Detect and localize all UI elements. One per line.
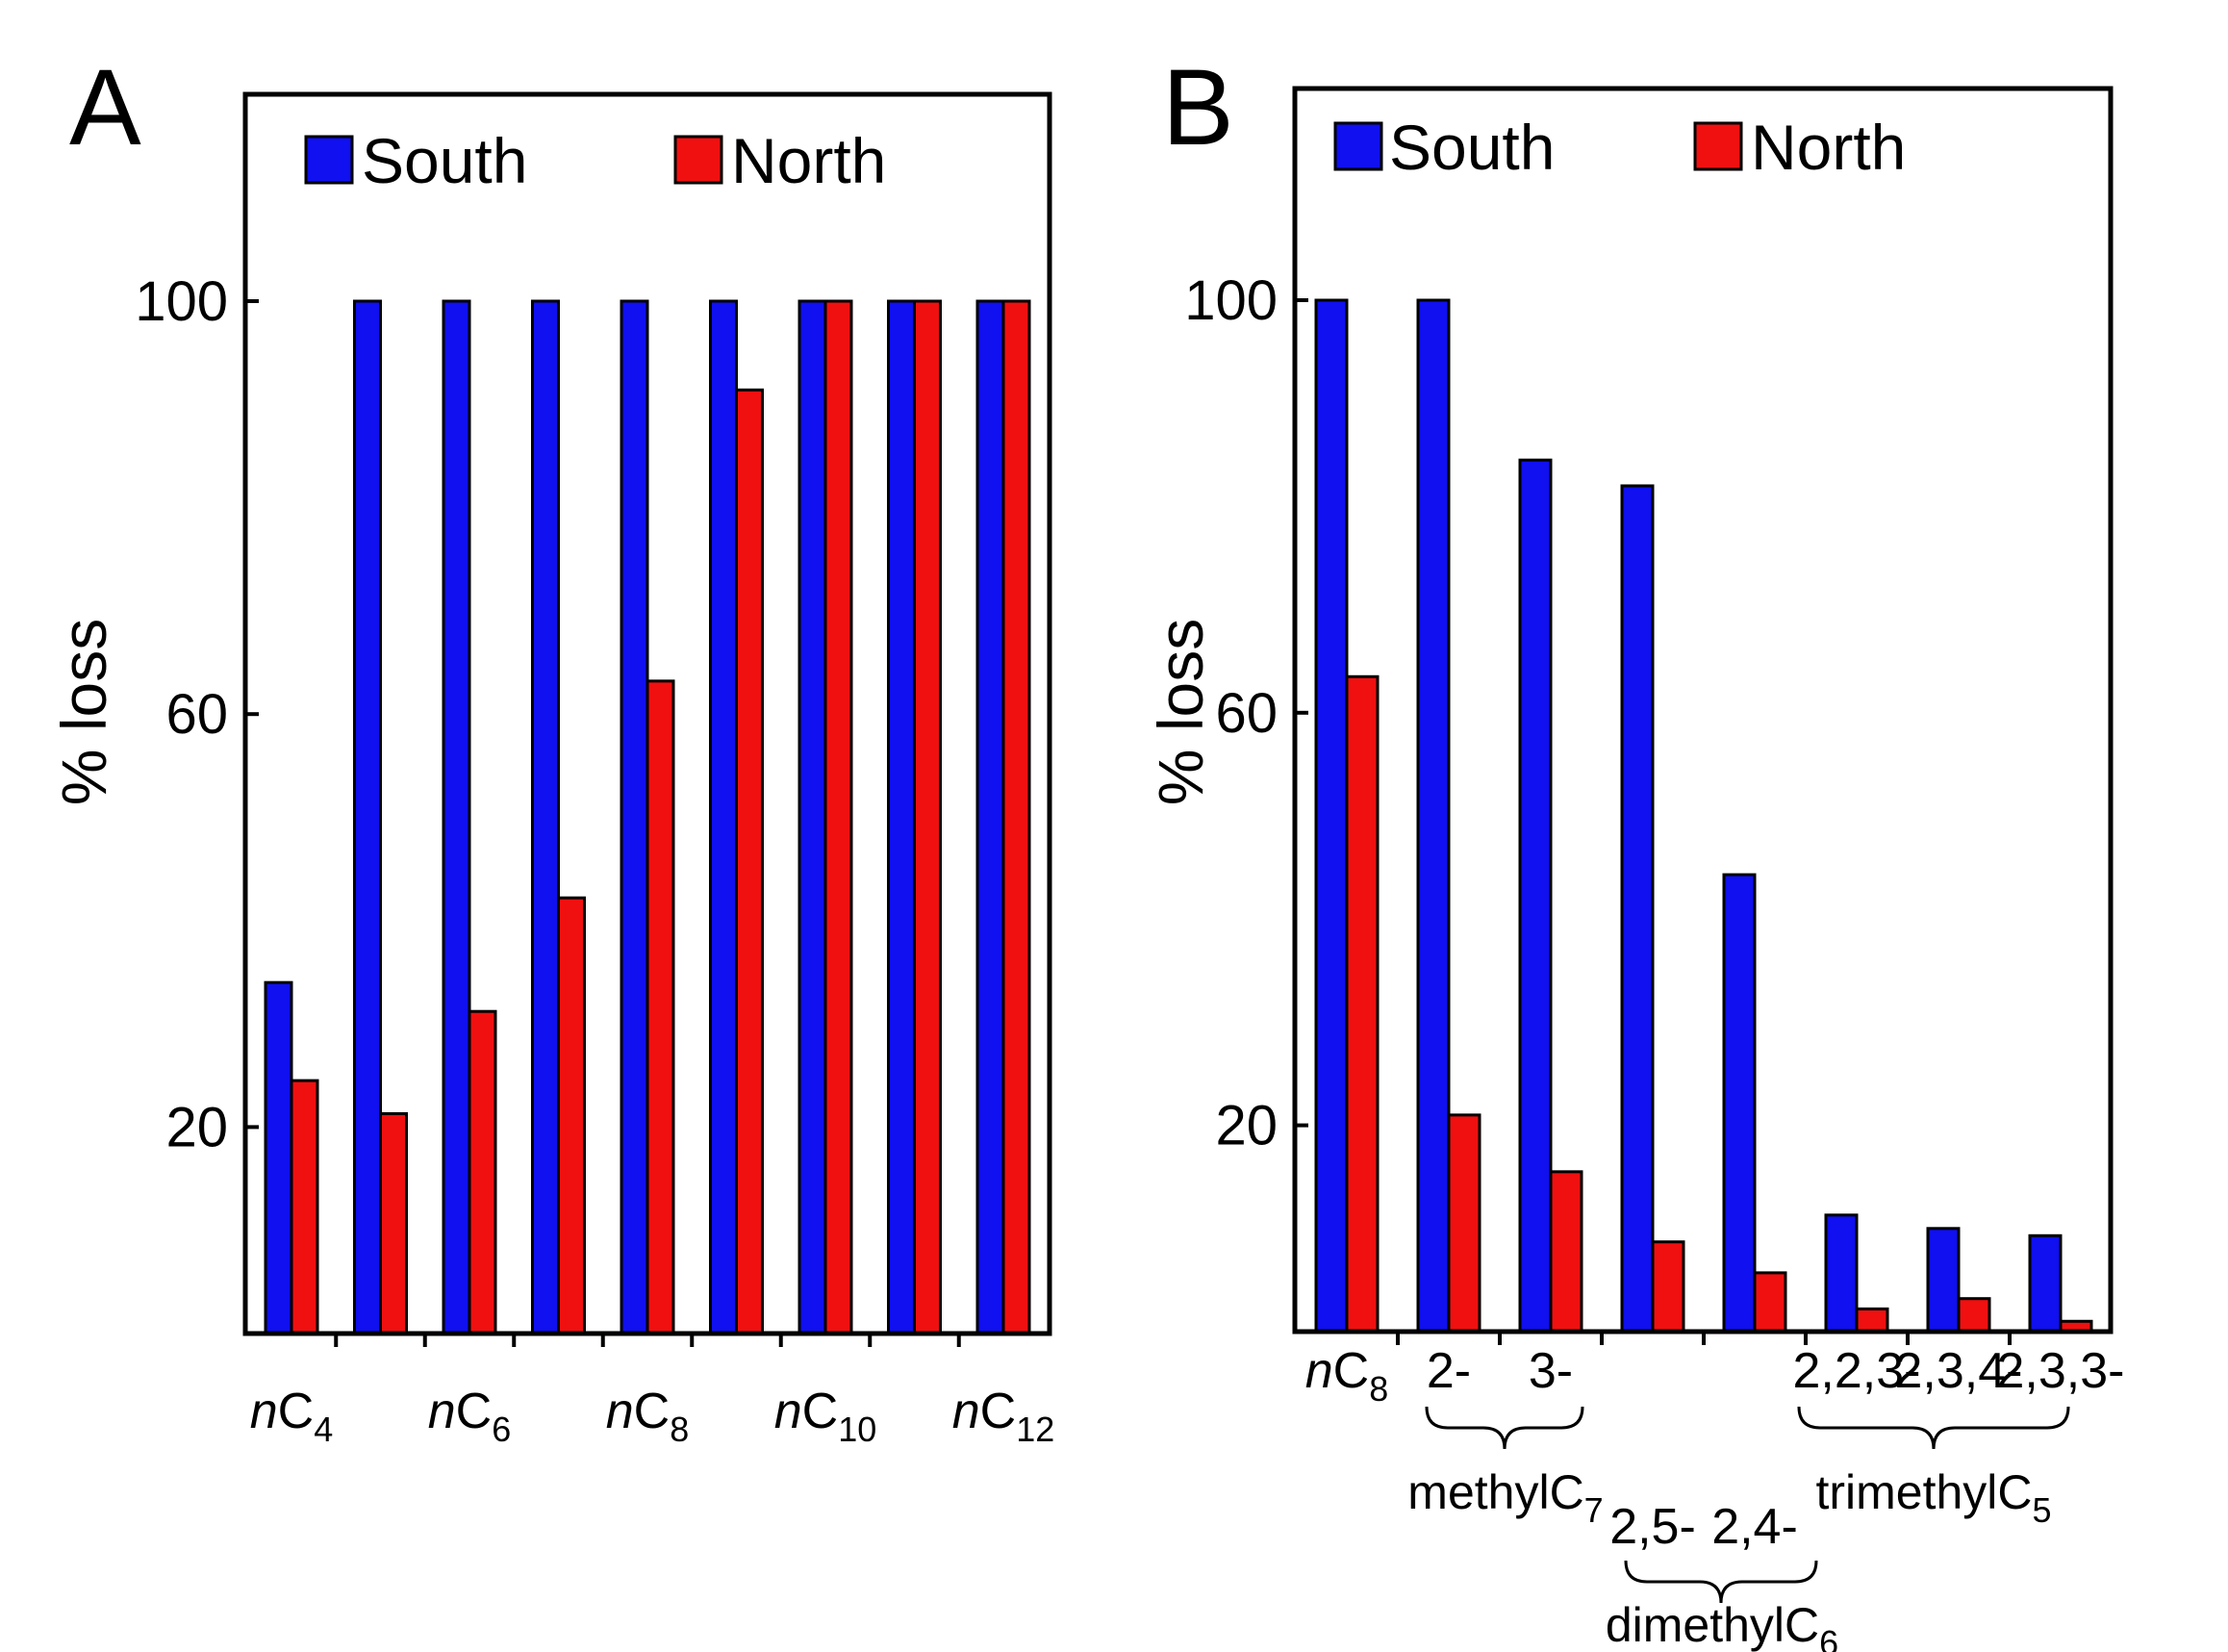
group-label-dimethyl: dimethylC6 xyxy=(1606,1598,1838,1652)
brace-dimethyl xyxy=(1624,1560,1818,1604)
category-label-C12: nC12 xyxy=(952,1384,1055,1449)
bar-south-0 xyxy=(264,980,293,1335)
category-label-C10: nC10 xyxy=(774,1384,877,1449)
bar-north-4 xyxy=(1753,1271,1787,1334)
y-tick-label-60: 60 xyxy=(165,683,228,746)
category-label-0: nC8 xyxy=(1305,1343,1389,1409)
panel-a-x-ticks xyxy=(334,1334,961,1347)
bar-south-5 xyxy=(709,299,738,1335)
y-tick-label-20: 20 xyxy=(165,1096,228,1158)
category-label-1: 2- xyxy=(1427,1343,1471,1399)
panel-b: B 20 60 100 South North % loss nC8 2- 3- 2,5-… xyxy=(1145,47,2124,1652)
bar-south-0 xyxy=(1314,298,1349,1334)
bar-south-7 xyxy=(887,299,916,1335)
group-label-methyl: methylC7 xyxy=(1407,1465,1603,1530)
bar-north-3 xyxy=(1651,1240,1685,1334)
panel-a-legend: South North xyxy=(304,125,886,196)
bar-south-2 xyxy=(1518,458,1553,1334)
legend-swatch-south xyxy=(304,135,354,185)
bar-north-1 xyxy=(1447,1113,1481,1334)
bar-north-7 xyxy=(913,299,942,1335)
bar-north-2 xyxy=(468,1009,497,1335)
legend-label-north: North xyxy=(1751,112,1906,183)
brace-trimethyl xyxy=(1797,1406,2070,1450)
bar-south-7 xyxy=(2028,1233,2063,1334)
bar-south-3 xyxy=(1620,484,1655,1334)
bar-south-1 xyxy=(353,299,382,1335)
category-label-C6: nC6 xyxy=(428,1384,512,1449)
panel-a-y-axis: 20 60 100 xyxy=(135,270,259,1158)
bar-north-5 xyxy=(1855,1307,1889,1334)
panel-b-legend: South North xyxy=(1333,112,1906,183)
bar-south-2 xyxy=(442,299,471,1335)
bar-south-4 xyxy=(1722,873,1757,1334)
legend-label-south: South xyxy=(362,125,527,196)
panel-b-group-braces: methylC7 dimethylC6 trimethylC5 xyxy=(1407,1406,2070,1652)
legend-swatch-south xyxy=(1333,121,1383,171)
y-tick-label-20: 20 xyxy=(1215,1095,1278,1157)
bar-south-6 xyxy=(798,299,827,1335)
panel-a-category-labels: nC4 nC6 nC8 nC10 nC12 xyxy=(250,1384,1055,1449)
bar-north-4 xyxy=(646,679,675,1335)
panel-a-bars xyxy=(245,299,1050,1336)
category-label-5: 2,2,3- xyxy=(1793,1343,1921,1399)
legend-label-south: South xyxy=(1389,112,1555,183)
category-label-4: 2,4- xyxy=(1711,1499,1798,1555)
bar-south-6 xyxy=(1926,1227,1961,1334)
panel-b-category-labels: nC8 2- 3- 2,5- 2,4- 2,2,3-2,3,4-2,3,3- xyxy=(1305,1343,2125,1555)
legend-swatch-north xyxy=(1693,121,1743,171)
bar-north-2 xyxy=(1549,1170,1583,1334)
y-tick-label-60: 60 xyxy=(1215,682,1278,745)
bar-north-1 xyxy=(379,1111,408,1335)
bar-south-1 xyxy=(1416,298,1451,1334)
bar-south-4 xyxy=(620,299,649,1335)
bar-north-0 xyxy=(290,1079,319,1335)
category-label-2: 3- xyxy=(1529,1343,1573,1399)
bar-north-3 xyxy=(557,896,586,1335)
bar-south-5 xyxy=(1824,1213,1859,1334)
bar-south-8 xyxy=(975,299,1005,1335)
category-label-7: 2,3,3- xyxy=(1997,1343,2125,1399)
bar-north-6 xyxy=(1957,1297,1991,1334)
panel-b-x-ticks xyxy=(1396,1332,2012,1345)
category-label-C4: nC4 xyxy=(250,1384,334,1449)
category-label-6: 2,3,4- xyxy=(1895,1343,2023,1399)
group-label-trimethyl: trimethylC5 xyxy=(1815,1465,2051,1530)
legend-label-north: North xyxy=(731,125,886,196)
brace-methyl xyxy=(1425,1406,1584,1450)
y-tick-label-100: 100 xyxy=(135,270,228,333)
panel-b-bars xyxy=(1295,298,2111,1334)
panel-b-y-axis: 20 60 100 xyxy=(1184,269,1308,1157)
category-label-C8: nC8 xyxy=(606,1384,690,1449)
bar-north-0 xyxy=(1345,674,1380,1334)
y-tick-label-100: 100 xyxy=(1184,269,1278,332)
bar-north-5 xyxy=(735,388,764,1335)
panel-a-y-axis-title: % loss xyxy=(48,619,119,805)
category-label-3: 2,5- xyxy=(1609,1499,1696,1555)
panel-b-letter: B xyxy=(1162,47,1234,167)
panel-b-y-axis-title: % loss xyxy=(1145,619,1216,805)
bar-south-3 xyxy=(531,299,560,1335)
bar-north-8 xyxy=(1001,299,1031,1335)
legend-swatch-north xyxy=(673,135,723,185)
bar-north-6 xyxy=(823,299,853,1335)
panel-a-letter: A xyxy=(69,47,141,167)
